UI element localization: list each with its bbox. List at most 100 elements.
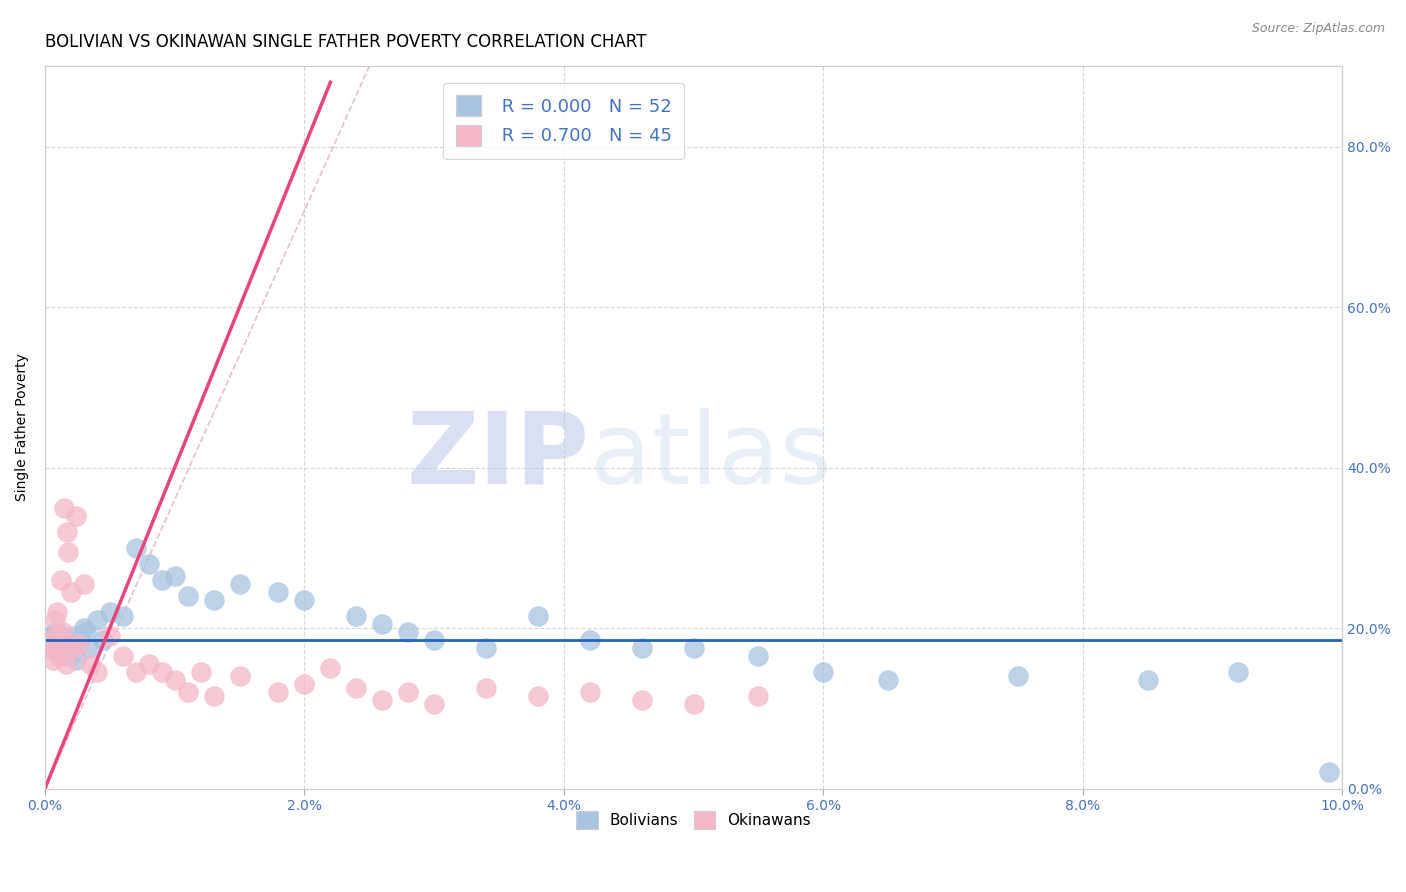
Point [55, 657, 77, 672]
Point [630, 693, 652, 707]
Point [45, 605, 67, 619]
Point [1317, 765, 1340, 780]
Point [527, 609, 550, 624]
Point [52, 629, 75, 643]
Point [150, 573, 173, 587]
Point [228, 577, 250, 591]
Point [86, 665, 108, 680]
Point [396, 625, 419, 640]
Point [579, 685, 602, 699]
Point [59, 649, 82, 664]
Point [48, 649, 70, 664]
Point [1227, 665, 1250, 680]
Point [319, 661, 342, 675]
Point [67, 633, 90, 648]
Point [176, 685, 198, 699]
Point [42, 641, 65, 656]
Point [371, 617, 394, 632]
Point [344, 681, 367, 696]
Point [267, 685, 290, 699]
Point [125, 665, 148, 680]
Point [65, 653, 87, 667]
Point [48, 633, 70, 648]
Point [42, 633, 65, 648]
Point [73, 577, 96, 591]
Point [67, 637, 90, 651]
Y-axis label: Single Father Poverty: Single Father Poverty [15, 353, 30, 501]
Point [58, 545, 80, 559]
Point [138, 657, 160, 672]
Point [475, 681, 498, 696]
Point [44, 625, 66, 640]
Legend: Bolivians, Okinawans: Bolivians, Okinawans [569, 805, 817, 835]
Point [56, 645, 79, 659]
Point [527, 690, 550, 704]
Point [138, 557, 160, 571]
Point [423, 698, 446, 712]
Point [53, 641, 76, 656]
Point [813, 665, 835, 680]
Point [202, 690, 225, 704]
Point [163, 673, 186, 688]
Point [93, 633, 115, 648]
Point [150, 665, 173, 680]
Text: BOLIVIAN VS OKINAWAN SINGLE FATHER POVERTY CORRELATION CHART: BOLIVIAN VS OKINAWAN SINGLE FATHER POVER… [45, 33, 647, 51]
Point [371, 693, 394, 707]
Point [42, 637, 65, 651]
Point [877, 673, 900, 688]
Point [39, 629, 62, 643]
Point [423, 633, 446, 648]
Point [630, 641, 652, 656]
Point [111, 609, 134, 624]
Point [62, 641, 84, 656]
Point [44, 613, 66, 627]
Point [747, 690, 769, 704]
Text: atlas: atlas [591, 408, 831, 505]
Text: ZIP: ZIP [406, 408, 591, 505]
Point [111, 649, 134, 664]
Point [86, 613, 108, 627]
Point [45, 641, 67, 656]
Point [39, 641, 62, 656]
Point [294, 677, 316, 691]
Point [98, 629, 121, 643]
Point [49, 573, 72, 587]
Point [49, 649, 72, 664]
Point [1136, 673, 1159, 688]
Point [59, 585, 82, 599]
Point [59, 641, 82, 656]
Point [56, 524, 79, 539]
Point [76, 625, 98, 640]
Point [41, 641, 63, 656]
Point [79, 657, 101, 672]
Point [396, 685, 419, 699]
Point [42, 653, 65, 667]
Text: Source: ZipAtlas.com: Source: ZipAtlas.com [1251, 22, 1385, 36]
Point [52, 625, 75, 640]
Point [79, 641, 101, 656]
Point [41, 633, 63, 648]
Point [65, 508, 87, 523]
Point [98, 605, 121, 619]
Point [1007, 669, 1029, 683]
Point [176, 589, 198, 603]
Point [46, 645, 69, 659]
Point [579, 633, 602, 648]
Point [62, 629, 84, 643]
Point [53, 500, 76, 515]
Point [682, 698, 704, 712]
Point [51, 637, 73, 651]
Point [228, 669, 250, 683]
Point [267, 585, 290, 599]
Point [682, 641, 704, 656]
Point [294, 593, 316, 607]
Point [73, 621, 96, 635]
Point [58, 637, 80, 651]
Point [125, 541, 148, 555]
Point [475, 641, 498, 656]
Point [190, 665, 212, 680]
Point [46, 629, 69, 643]
Point [55, 633, 77, 648]
Point [202, 593, 225, 607]
Point [344, 609, 367, 624]
